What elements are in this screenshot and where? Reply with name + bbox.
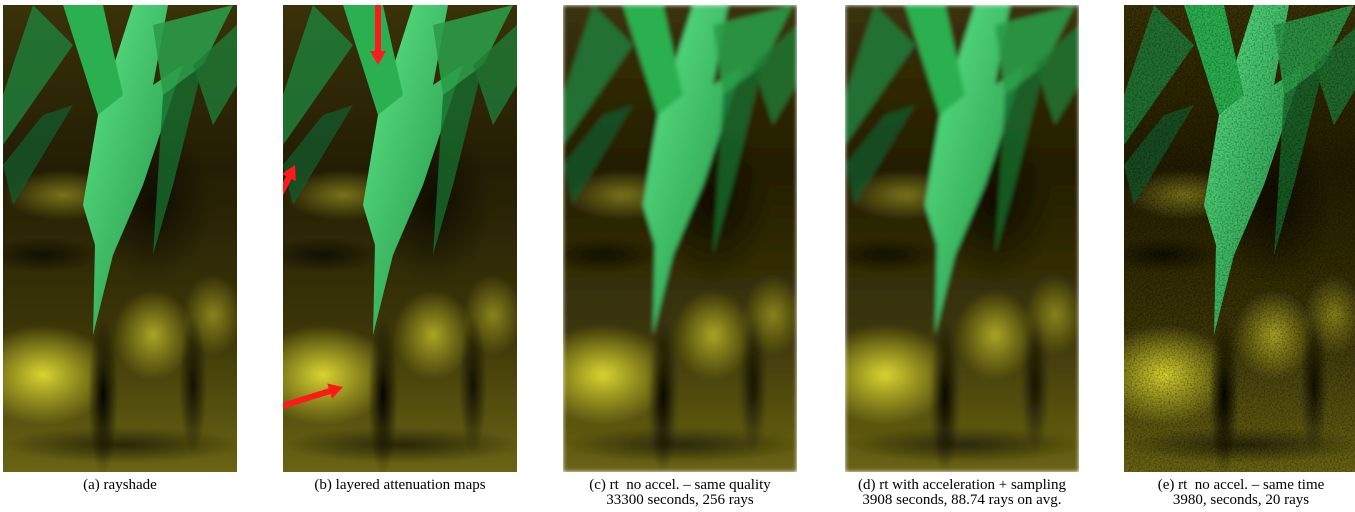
rendered-image: [845, 5, 1079, 472]
caption-title: (a) rayshade: [83, 477, 157, 493]
caption: (b) layered attenuation maps: [260, 478, 540, 493]
rendered-image: [563, 5, 797, 472]
arrow: [283, 165, 296, 196]
caption: (a) rayshade: [0, 478, 260, 493]
rendered-image: [3, 5, 237, 472]
caption-detail: 3980, seconds, 20 rays: [1172, 492, 1310, 508]
rendered-image: [283, 5, 517, 472]
arrow: [283, 383, 343, 409]
caption-title: (d) rt with acceleration + sampling: [858, 477, 1066, 493]
caption-title: (b) layered attenuation maps: [314, 477, 486, 493]
caption-detail: 33300 seconds, 256 rays: [606, 492, 754, 508]
caption-detail: 3908 seconds, 88.74 rays on avg.: [862, 492, 1062, 508]
rendered-image: [1124, 5, 1355, 472]
caption: (d) rt with acceleration + sampling 3908 …: [822, 478, 1102, 508]
arrow: [370, 5, 386, 65]
caption-title: (e) rt no accel. – same time: [1157, 477, 1325, 493]
caption-title: (c) rt no accel. – same quality: [589, 477, 771, 493]
caption: (e) rt no accel. – same time 3980, second…: [1101, 478, 1355, 508]
caption: (c) rt no accel. – same quality 33300 sec…: [540, 478, 820, 508]
